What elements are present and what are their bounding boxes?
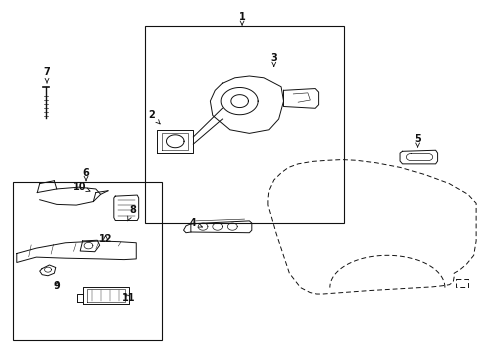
Text: 7: 7	[43, 67, 50, 83]
Text: 8: 8	[127, 206, 136, 221]
Text: 12: 12	[99, 234, 112, 244]
Text: 2: 2	[148, 111, 160, 124]
Text: 5: 5	[413, 134, 420, 147]
Text: 9: 9	[53, 281, 60, 291]
Text: 1: 1	[238, 12, 245, 25]
Text: 4: 4	[189, 218, 202, 228]
Bar	[144, 26, 344, 223]
Text: 11: 11	[122, 293, 135, 303]
Text: 10: 10	[73, 182, 90, 192]
Text: 3: 3	[270, 53, 277, 66]
Bar	[13, 182, 161, 339]
Text: 6: 6	[82, 168, 89, 181]
